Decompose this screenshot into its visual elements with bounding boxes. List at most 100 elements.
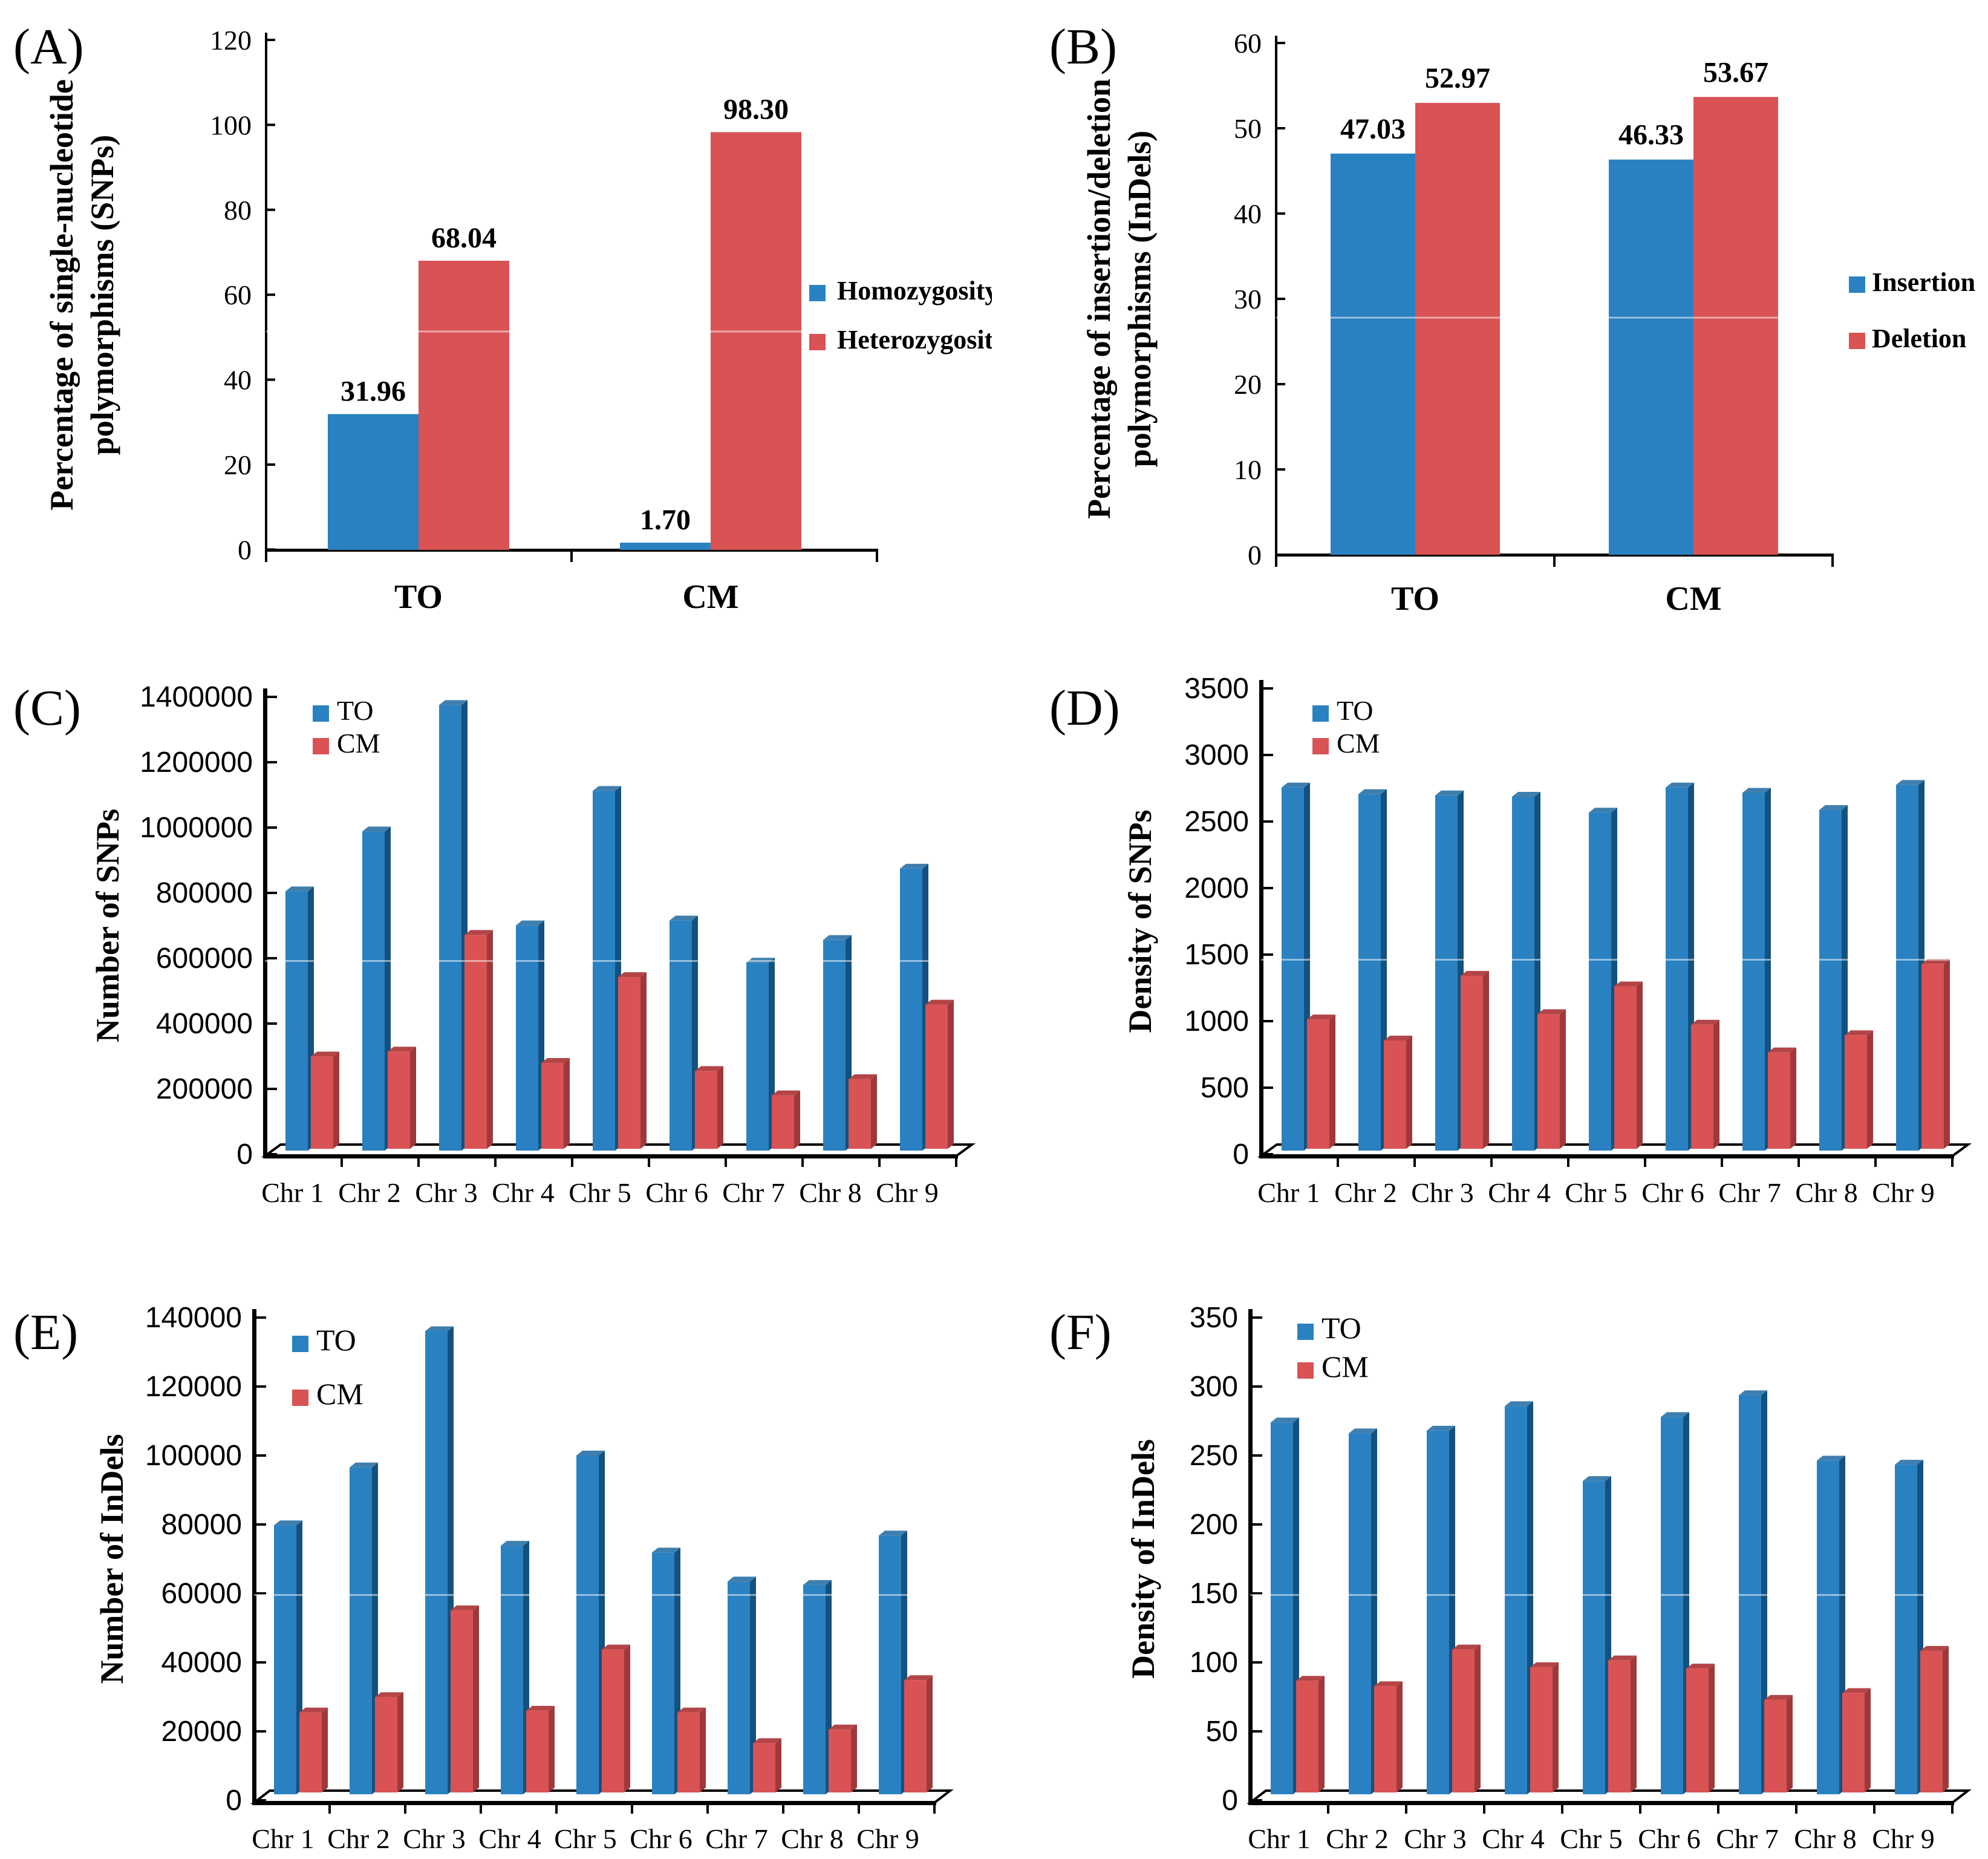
bar-CM-Chr 4-top-face	[1530, 1662, 1559, 1667]
bar-CM-Chr 1-side-face	[1329, 1014, 1335, 1149]
legend-swatch-CM	[1312, 738, 1329, 754]
bar-CM-Chr 6-front-face	[677, 1712, 700, 1792]
panel-letter: (A)	[13, 19, 84, 75]
bar-CM-Chr 2-front-face	[1384, 1041, 1406, 1149]
legend-swatch-TO	[313, 705, 329, 722]
y-tick	[267, 957, 277, 959]
bar-CM-Chr 5-front-face	[618, 977, 640, 1149]
chart-D: (D) Density of SNPs 3500 3000 2500 2000 1500 10…	[1049, 673, 1972, 1208]
chart-F: (F) Density of InDels 350 300 250 200 150 100 50…	[1049, 1302, 1972, 1854]
y-tick	[1276, 212, 1285, 215]
bar-CM-Chr 8-front-face	[1842, 1693, 1865, 1792]
y-tick	[1263, 887, 1273, 889]
bar-TO-Chr 3-front-face	[1435, 795, 1458, 1151]
y-tick	[256, 1730, 266, 1733]
bar-CM-Chr 7-side-face	[1790, 1047, 1796, 1149]
category-label: Chr 7	[722, 1177, 785, 1208]
category-label: Chr 4	[492, 1177, 555, 1208]
panel-letter: (B)	[1049, 19, 1117, 75]
bar-TO-Chr 1-front-face	[285, 891, 308, 1151]
bar-TO-Chr 7-side-face	[1761, 1390, 1767, 1794]
category-label: Chr 2	[1334, 1177, 1397, 1208]
x-tick	[1275, 557, 1277, 567]
value-label: 47.03	[1340, 113, 1406, 145]
bar-CM-Chr 1-top-face	[1307, 1014, 1335, 1020]
y-tick-label: 3500	[1184, 673, 1249, 705]
y-tick-label: 20000	[161, 1716, 242, 1748]
x-tick	[265, 552, 267, 562]
bar-CM-Chr 6-side-face	[717, 1066, 723, 1149]
category-label: Chr 3	[1404, 1823, 1467, 1854]
bar-CM-Chr 7-top-face	[1768, 1047, 1796, 1053]
category-tick	[571, 1158, 573, 1167]
legend-swatch-TO	[1312, 705, 1329, 722]
y-tick-label: 50	[1206, 1716, 1238, 1748]
y-tick-label: 1400000	[140, 681, 253, 713]
bar-CM-Chr 1-top-face	[1296, 1676, 1325, 1681]
x-axis-line	[265, 549, 878, 552]
bar-CM-Chr 1-top-face	[311, 1051, 339, 1057]
bar-CM-Chr 1-side-face	[1318, 1676, 1325, 1792]
y-tick	[267, 761, 277, 763]
bar-CM-Chr 9-side-face	[1943, 1645, 1949, 1792]
y-axis-title: Number of SNPs	[90, 809, 126, 1042]
panel-letter: (C)	[13, 680, 81, 736]
bar-CM-Chr 4-side-face	[1553, 1662, 1559, 1792]
y-tick-label: 350	[1190, 1302, 1238, 1334]
bar-TO-Chr 8-top-face	[1817, 1456, 1845, 1461]
category-tick	[631, 1805, 633, 1814]
category-tick	[725, 1158, 727, 1167]
category-tick	[1490, 1158, 1493, 1167]
legend-label-TO: TO	[1322, 1311, 1361, 1345]
category-label: Chr 6	[1641, 1177, 1704, 1208]
bar-TO-Chr 3-top-face	[1435, 790, 1464, 796]
bar-TO-Chr 8-front-face	[823, 939, 846, 1151]
y-tick-label: 100000	[145, 1440, 242, 1472]
y-tick	[256, 1454, 266, 1457]
bar-CM-Chr 3-front-face	[451, 1610, 473, 1792]
category-tick	[1561, 1805, 1563, 1814]
bar-TO-Chr 8-front-face	[1817, 1460, 1839, 1794]
bar-CM-Chr 8-top-face	[829, 1724, 857, 1730]
y-tick-label: 0	[238, 534, 252, 565]
y-tick	[1276, 468, 1285, 471]
bar-Deletion-TO	[1415, 103, 1500, 555]
y-tick-label: 140000	[145, 1302, 242, 1334]
y-tick	[266, 208, 275, 211]
bar-CM-Chr 8-top-face	[1842, 1688, 1871, 1693]
bar-CM-Chr 4-front-face	[541, 1063, 564, 1149]
category-label: Chr 5	[554, 1823, 617, 1854]
y-tick-label: 250	[1190, 1440, 1238, 1472]
panel-letter: (E)	[13, 1304, 78, 1361]
y-tick	[267, 1153, 277, 1155]
category-label: Chr 4	[1488, 1177, 1551, 1208]
bar-CM-Chr 8-side-face	[1867, 1030, 1873, 1149]
category-label: Chr 7	[1716, 1823, 1779, 1854]
bar-TO-Chr 9-front-face	[879, 1535, 901, 1794]
bar-CM-Chr 1-front-face	[1307, 1019, 1329, 1149]
y-tick-label: 60	[224, 279, 252, 310]
category-tick	[1717, 1805, 1719, 1814]
y-tick-label: 0	[236, 1139, 253, 1171]
bar-TO-Chr 6-top-face	[652, 1547, 680, 1553]
bar-TO-Chr 4-front-face	[516, 925, 538, 1151]
bar-TO-Chr 5-top-face	[1583, 1476, 1611, 1482]
plot-seam	[266, 330, 877, 333]
bar-CM-Chr 9-side-face	[1944, 959, 1950, 1149]
bar-CM-Chr 8-side-face	[871, 1074, 877, 1149]
plot-seam	[265, 960, 972, 962]
category-tick	[706, 1805, 709, 1814]
bar-TO-Chr 7-front-face	[1742, 792, 1765, 1151]
bar-TO-Chr 2-top-face	[362, 826, 391, 832]
category-tick	[494, 1158, 497, 1167]
bar-CM-Chr 5-top-face	[602, 1644, 630, 1650]
value-label: 52.97	[1425, 62, 1490, 94]
bar-TO-Chr 2-front-face	[1358, 794, 1381, 1151]
y-tick	[1263, 1153, 1273, 1155]
bar-CM-Chr 3-top-face	[1461, 971, 1489, 976]
bar-CM-Chr 8-top-face	[849, 1074, 877, 1079]
bar-CM-Chr 3-top-face	[464, 930, 493, 935]
bar-CM-Chr 7-front-face	[1768, 1052, 1790, 1149]
y-tick	[1252, 1523, 1262, 1526]
y-tick	[266, 39, 275, 41]
